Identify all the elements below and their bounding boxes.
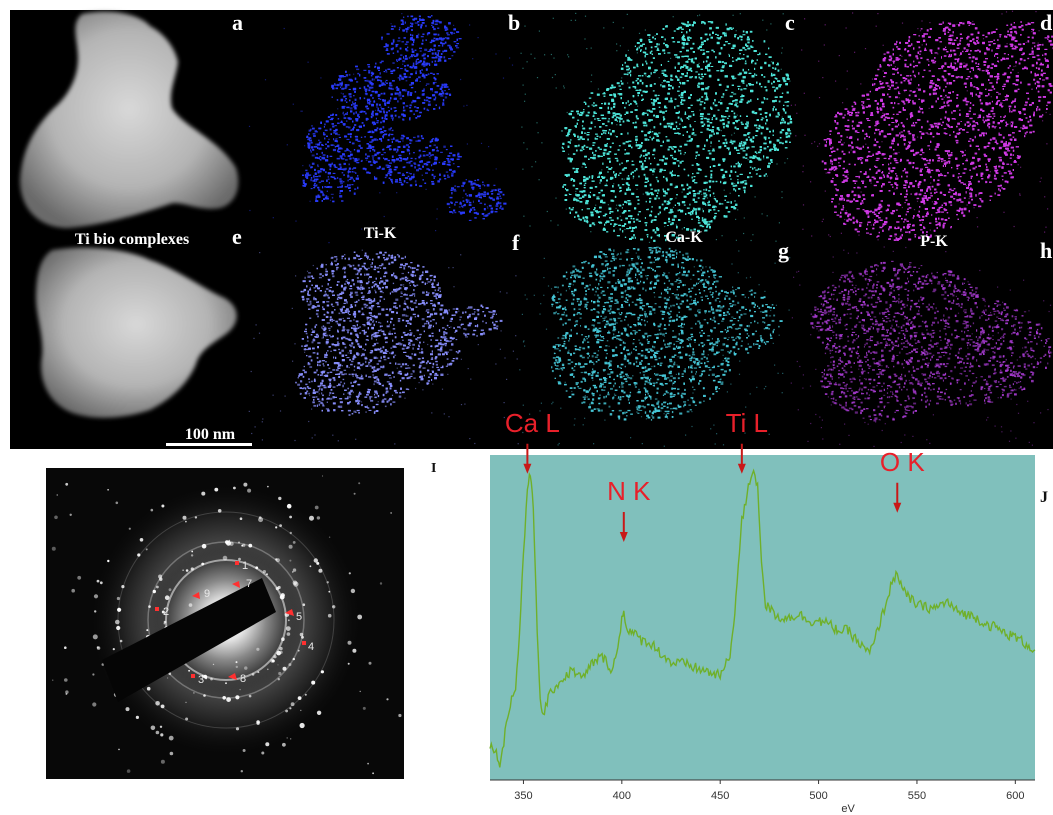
panel-letter-d: d [1040,10,1052,35]
caption-ti-k: Ti-K [364,225,397,242]
panel-d-p-k-map [790,10,1053,241]
panel-letter-f: f [512,230,520,255]
caption-p-k: P-K [920,233,948,250]
x-tick-label: 350 [514,790,532,802]
panel-letter-c: c [785,10,795,35]
peak-arrow-head [893,502,902,513]
spot-label-3: 3 [198,674,204,686]
panel-g-map [519,246,791,447]
x-axis-label: eV [841,803,855,815]
panel-c-ca-k-map [519,12,793,243]
spot-label-4: 4 [308,641,314,653]
saed-spot-markers: 1 2 3 4 5 7 8 9 [155,560,314,686]
beam-stopper [102,578,276,702]
x-tick-label: 600 [1006,790,1024,802]
panel-letter-a: a [232,10,243,35]
panel-j-spectrum-chart: 350 400 450 500 550 600 eV Ca L N K Ti L O K [489,408,1036,815]
spot-label-2: 2 [163,606,169,618]
panel-f-map [248,249,519,445]
panel-letter-h: h [1040,238,1052,263]
peak-label: N K [607,476,651,506]
panel-letter-i: I [431,461,436,476]
peak-arrow-head [737,463,746,474]
panel-a-haadf-image [20,11,239,229]
panel-b-ti-k-map [248,13,514,244]
panel-e-haadf-image [36,247,237,418]
x-tick-label: 500 [809,790,827,802]
peak-arrow-head [523,463,532,474]
spot-label-9: 9 [204,588,210,600]
panel-letter-g: g [778,238,789,263]
spot-label-1: 1 [242,560,248,572]
panel-letter-j: J [1040,489,1048,506]
spot-label-8: 8 [240,673,246,685]
panel-letter-e: e [232,224,242,249]
peak-label: Ca L [505,408,560,438]
caption-ti-bio-complexes: Ti bio complexes [75,231,189,248]
scale-bar [166,443,252,446]
x-tick-label: 450 [711,790,729,802]
peak-label: Ti L [726,408,768,438]
panel-i-saed-pattern [51,475,402,775]
x-tick-label: 550 [908,790,926,802]
spectrum-plot-area [490,455,1035,780]
panel-letter-b: b [508,10,520,35]
spectrum-line [489,468,1036,768]
panel-h-map [790,246,1053,447]
scale-bar-label: 100 nm [185,426,236,443]
x-tick-label: 400 [613,790,631,802]
spot-label-7: 7 [246,578,252,590]
peak-arrow-head [619,532,628,542]
spot-label-5: 5 [296,611,302,623]
caption-ca-k: Ca-K [665,229,703,246]
peak-label: O K [880,447,925,477]
